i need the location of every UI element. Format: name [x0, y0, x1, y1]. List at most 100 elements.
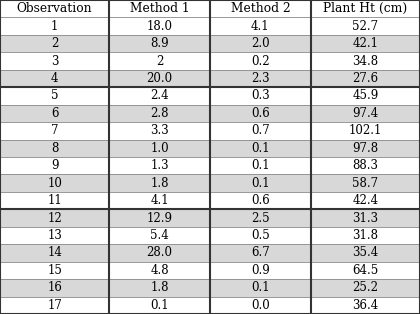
Text: 35.4: 35.4 [352, 246, 378, 259]
Text: 12.9: 12.9 [147, 212, 173, 225]
Text: 8: 8 [51, 142, 58, 155]
Text: 15: 15 [47, 264, 62, 277]
Bar [311, 18, 420, 35]
Bar [311, 175, 420, 192]
Bar [311, 262, 420, 279]
Bar [210, 105, 311, 122]
Bar [311, 70, 420, 87]
Bar [210, 18, 311, 35]
Bar [210, 175, 311, 192]
Bar [109, 192, 210, 209]
Text: Method 1: Method 1 [130, 2, 189, 15]
Bar [311, 227, 420, 244]
Bar [210, 192, 311, 209]
Text: 5.4: 5.4 [150, 229, 169, 242]
Bar [109, 105, 210, 122]
Bar [210, 262, 311, 279]
Bar [0, 35, 109, 52]
Text: 88.3: 88.3 [352, 159, 378, 172]
Text: 45.9: 45.9 [352, 89, 378, 102]
Text: 34.8: 34.8 [352, 55, 378, 68]
Bar [0, 0, 109, 18]
Text: 13: 13 [47, 229, 62, 242]
Text: 97.4: 97.4 [352, 107, 378, 120]
Text: 0.7: 0.7 [251, 124, 270, 137]
Bar [0, 175, 109, 192]
Bar [0, 18, 109, 35]
Bar [0, 105, 109, 122]
Text: 1.8: 1.8 [150, 281, 169, 294]
Text: 0.6: 0.6 [251, 107, 270, 120]
Bar [109, 262, 210, 279]
Text: 64.5: 64.5 [352, 264, 378, 277]
Bar [311, 209, 420, 227]
Bar [210, 52, 311, 70]
Bar [109, 18, 210, 35]
Text: 2.5: 2.5 [251, 212, 270, 225]
Bar [109, 157, 210, 175]
Text: 0.1: 0.1 [150, 299, 169, 312]
Bar [210, 122, 311, 139]
Bar [109, 35, 210, 52]
Bar [0, 122, 109, 139]
Bar [109, 244, 210, 262]
Bar [0, 87, 109, 105]
Text: 6: 6 [51, 107, 58, 120]
Bar [109, 227, 210, 244]
Text: 4.1: 4.1 [251, 20, 270, 33]
Text: 4.1: 4.1 [150, 194, 169, 207]
Bar [210, 244, 311, 262]
Bar [311, 279, 420, 296]
Text: 2.8: 2.8 [150, 107, 169, 120]
Text: 1.3: 1.3 [150, 159, 169, 172]
Bar [0, 157, 109, 175]
Bar [210, 209, 311, 227]
Bar [311, 192, 420, 209]
Bar [0, 279, 109, 296]
Bar [109, 296, 210, 314]
Text: Observation: Observation [17, 2, 92, 15]
Text: 27.6: 27.6 [352, 72, 378, 85]
Text: 10: 10 [47, 177, 62, 190]
Bar [210, 70, 311, 87]
Bar [0, 244, 109, 262]
Text: 2.4: 2.4 [150, 89, 169, 102]
Bar [0, 192, 109, 209]
Text: 42.4: 42.4 [352, 194, 378, 207]
Text: 17: 17 [47, 299, 62, 312]
Bar [210, 296, 311, 314]
Bar [210, 139, 311, 157]
Bar [109, 0, 210, 18]
Bar [311, 122, 420, 139]
Text: Method 2: Method 2 [231, 2, 290, 15]
Text: 25.2: 25.2 [352, 281, 378, 294]
Text: 0.3: 0.3 [251, 89, 270, 102]
Text: 2: 2 [156, 55, 163, 68]
Text: 6.7: 6.7 [251, 246, 270, 259]
Text: 20.0: 20.0 [147, 72, 173, 85]
Text: 36.4: 36.4 [352, 299, 378, 312]
Bar [0, 70, 109, 87]
Text: 31.3: 31.3 [352, 212, 378, 225]
Bar [109, 87, 210, 105]
Bar [311, 139, 420, 157]
Bar [109, 175, 210, 192]
Text: 16: 16 [47, 281, 62, 294]
Bar [0, 139, 109, 157]
Text: 0.2: 0.2 [251, 55, 270, 68]
Bar [109, 70, 210, 87]
Text: 2.0: 2.0 [251, 37, 270, 50]
Bar [0, 262, 109, 279]
Text: 0.5: 0.5 [251, 229, 270, 242]
Bar [311, 0, 420, 18]
Text: 97.8: 97.8 [352, 142, 378, 155]
Text: 3.3: 3.3 [150, 124, 169, 137]
Text: 5: 5 [51, 89, 58, 102]
Bar [311, 244, 420, 262]
Text: 11: 11 [47, 194, 62, 207]
Text: 14: 14 [47, 246, 62, 259]
Bar [0, 209, 109, 227]
Text: 18.0: 18.0 [147, 20, 173, 33]
Bar [311, 105, 420, 122]
Text: Plant Ht (cm): Plant Ht (cm) [323, 2, 407, 15]
